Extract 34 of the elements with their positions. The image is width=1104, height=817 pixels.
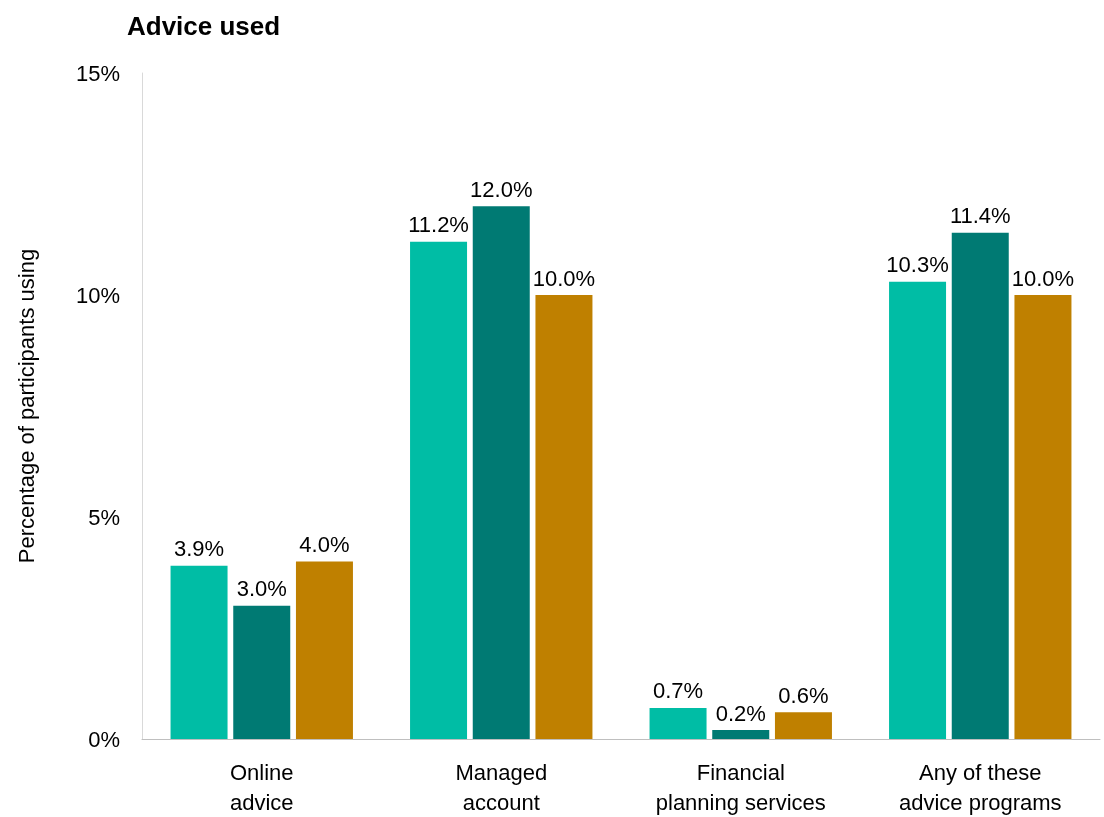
bar xyxy=(774,712,832,739)
x-tick-label: Financial planning services xyxy=(655,759,826,815)
bar xyxy=(535,295,593,739)
data-label: 12.0% xyxy=(470,176,533,202)
bar xyxy=(295,561,353,739)
data-label: 10.3% xyxy=(886,252,949,278)
y-axis-title: Percentage of participants using xyxy=(13,248,39,564)
data-label: 3.9% xyxy=(173,536,225,562)
bar xyxy=(1014,295,1072,739)
bar xyxy=(649,707,707,739)
x-tick-label: Online advice xyxy=(229,759,294,815)
data-label: 0.7% xyxy=(652,678,704,704)
bar xyxy=(472,206,530,739)
y-tick-label: 0% xyxy=(88,726,120,752)
data-label: 10.0% xyxy=(532,265,596,291)
y-tick-label: 5% xyxy=(88,504,120,530)
x-tick-label: Any of these advice programs xyxy=(898,759,1062,815)
x-tick-label: Managed account xyxy=(455,759,548,815)
data-label: 0.6% xyxy=(778,682,829,708)
bar xyxy=(410,241,468,739)
bar xyxy=(170,565,228,739)
y-tick-label: 10% xyxy=(75,282,120,308)
bar xyxy=(712,730,770,739)
data-label: 11.2% xyxy=(408,212,469,238)
bar xyxy=(889,281,947,739)
data-label: 10.0% xyxy=(1011,265,1075,291)
chart-title: Advice used xyxy=(127,11,281,41)
bar xyxy=(233,605,291,739)
data-label: 4.0% xyxy=(299,531,350,557)
data-label: 0.2% xyxy=(715,700,766,726)
data-label: 3.0% xyxy=(236,576,287,602)
bar xyxy=(951,232,1009,739)
y-tick-label: 15% xyxy=(75,60,120,86)
data-label: 11.4% xyxy=(949,203,1011,229)
